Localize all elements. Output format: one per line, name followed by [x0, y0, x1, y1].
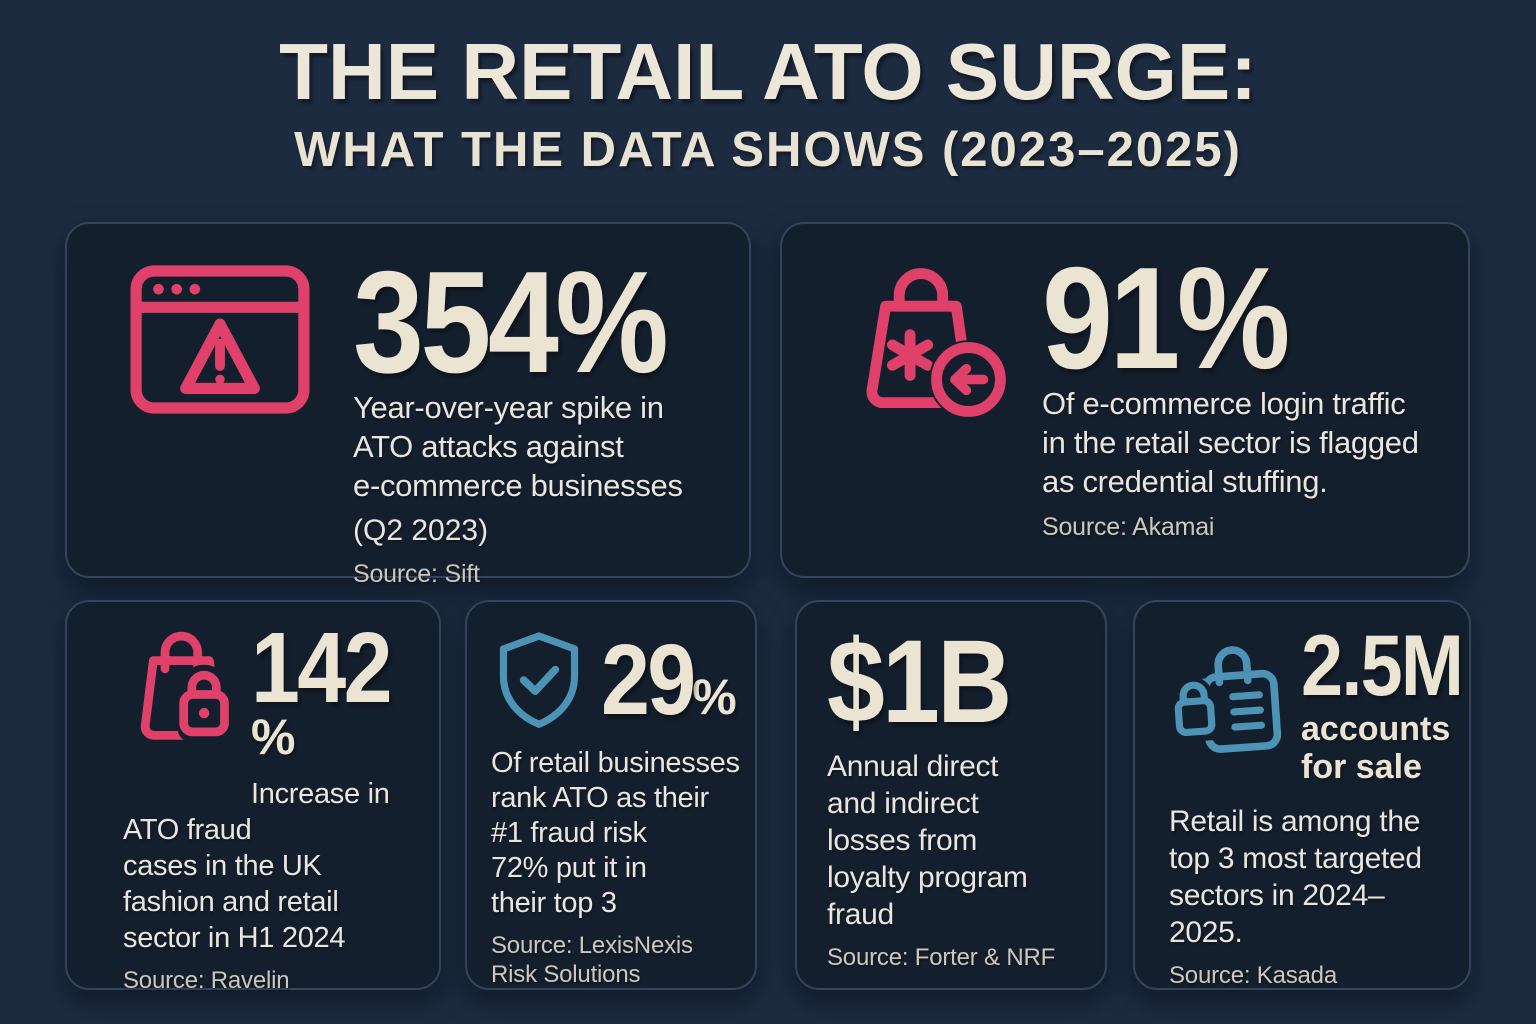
stat-description: Increase in ATO fraud cases in the UK fa…	[123, 778, 390, 954]
page-title: THE RETAIL ATO SURGE:	[279, 27, 1257, 116]
stat-unit-label: accounts for sale	[1301, 710, 1451, 787]
bag-lock-icon	[123, 628, 243, 747]
browser-alert-icon	[129, 264, 311, 415]
stat-description: Annual direct and indirect losses from l…	[827, 750, 1028, 932]
stat-percent-suffix: %	[251, 709, 296, 765]
stat-source: Source: Akamai	[1042, 513, 1215, 541]
stat-value: 2.5M	[1301, 618, 1464, 714]
stat-percent-suffix: %	[692, 669, 737, 725]
stat-value: 91%	[1042, 237, 1290, 399]
stat-card-credential-stuffing: 91% Of e-commerce login traffic in the r…	[780, 222, 1470, 578]
stat-description: Of e-commerce login traffic in the retai…	[1042, 386, 1419, 499]
stat-card-fraud-risk-rank: 29% Of retail businesses rank ATO as the…	[465, 600, 757, 990]
stat-description: Retail is among the top 3 most targeted …	[1169, 804, 1422, 949]
stat-source: Source: Kasada	[1169, 961, 1337, 989]
stat-source: Source: Forter & NRF	[827, 944, 1056, 972]
stat-description: Of retail businesses rank ATO as their #…	[491, 747, 740, 919]
bag-credential-icon	[842, 260, 1008, 423]
stat-source: Source: Sift	[353, 560, 480, 588]
shield-check-icon	[491, 630, 587, 736]
stat-description: Year-over-year spike in ATO attacks agai…	[353, 390, 683, 503]
stat-value: 29	[601, 624, 696, 736]
stat-value: $1B	[827, 616, 1012, 748]
stat-note: (Q2 2023)	[353, 514, 489, 547]
stat-card-uk-fraud: 142% Increase in ATO fraud cases in the …	[65, 600, 441, 994]
stat-source: Source: LexisNexis Risk Solutions	[491, 932, 693, 988]
page-subtitle: WHAT THE DATA SHOWS (2023–2025)	[294, 123, 1242, 177]
stat-value: 354%	[353, 241, 669, 403]
page-header: THE RETAIL ATO SURGE: WHAT THE DATA SHOW…	[0, 32, 1536, 175]
stat-source: Source: Ravelin	[123, 967, 290, 994]
bag-list-lock-icon	[1169, 636, 1287, 762]
stat-card-ato-spike: 354% Year-over-year spike in ATO attacks…	[65, 222, 751, 588]
stat-card-loyalty-losses: $1B Annual direct and indirect losses fr…	[795, 600, 1107, 990]
stat-value: 142	[251, 612, 393, 724]
stat-card-accounts-for-sale: 2.5M accounts for sale Retail is among t…	[1133, 600, 1471, 990]
